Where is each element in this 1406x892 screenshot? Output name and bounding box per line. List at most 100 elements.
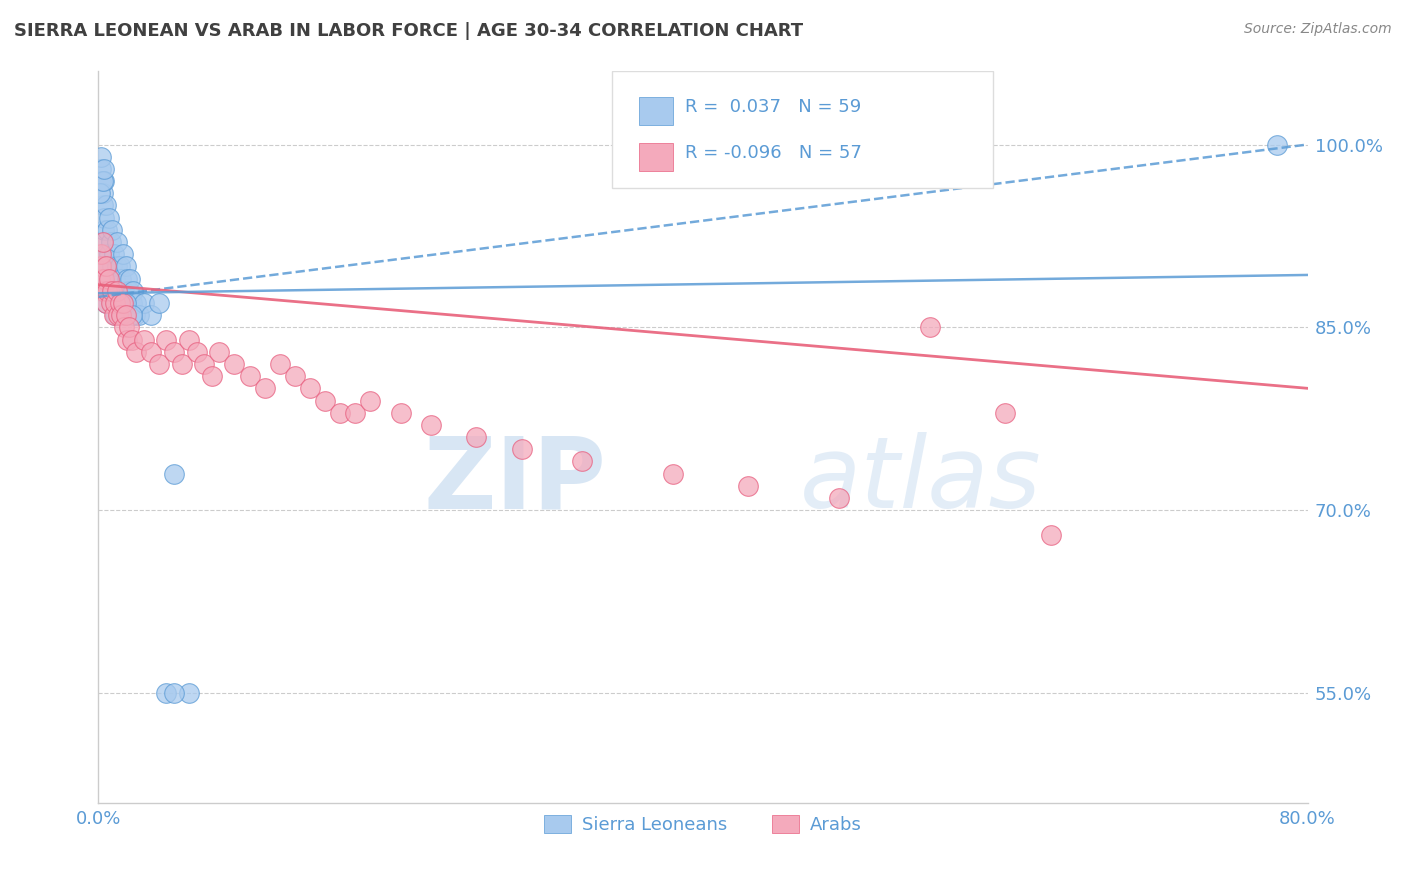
Point — [208, 344, 231, 359]
Text: atlas: atlas — [800, 433, 1042, 530]
Point — [89, 271, 111, 285]
Point — [91, 235, 114, 249]
Point — [90, 284, 112, 298]
Point — [112, 320, 135, 334]
Point — [115, 271, 138, 285]
Point — [96, 260, 118, 274]
Point — [94, 247, 117, 261]
Point — [163, 686, 186, 700]
Point — [1039, 527, 1062, 541]
Point — [90, 247, 112, 261]
Point — [1267, 137, 1289, 152]
Point — [124, 308, 146, 322]
Point — [114, 260, 136, 274]
Point — [104, 308, 127, 322]
Point — [100, 296, 122, 310]
Point — [107, 308, 129, 322]
Point — [96, 223, 118, 237]
Point — [94, 296, 117, 310]
FancyBboxPatch shape — [638, 97, 673, 125]
Text: Source: ZipAtlas.com: Source: ZipAtlas.com — [1244, 22, 1392, 37]
Point — [103, 308, 125, 322]
Point — [314, 393, 336, 408]
Text: SIERRA LEONEAN VS ARAB IN LABOR FORCE | AGE 30-34 CORRELATION CHART: SIERRA LEONEAN VS ARAB IN LABOR FORCE | … — [14, 22, 803, 40]
Point — [103, 247, 125, 261]
Point — [163, 467, 186, 481]
Point — [661, 467, 683, 481]
Point — [93, 271, 115, 285]
Point — [141, 308, 163, 322]
Point — [110, 308, 132, 322]
Point — [101, 284, 124, 298]
Point — [107, 296, 129, 310]
Point — [98, 211, 121, 225]
Point — [420, 417, 443, 432]
Point — [239, 369, 262, 384]
Point — [114, 296, 136, 310]
Point — [179, 686, 201, 700]
FancyBboxPatch shape — [613, 71, 993, 188]
Text: ZIP: ZIP — [423, 433, 606, 530]
Point — [96, 284, 118, 298]
Point — [104, 296, 127, 310]
Point — [111, 247, 134, 261]
Point — [111, 296, 134, 310]
Point — [224, 357, 246, 371]
Point — [571, 454, 593, 468]
Point — [125, 296, 148, 310]
Point — [163, 344, 186, 359]
Point — [89, 186, 111, 201]
Point — [91, 284, 114, 298]
Point — [122, 284, 145, 298]
Point — [828, 491, 851, 505]
Point — [360, 393, 382, 408]
Point — [329, 406, 352, 420]
Point — [89, 235, 111, 249]
Point — [118, 320, 141, 334]
Point — [510, 442, 533, 457]
Point — [148, 296, 170, 310]
Point — [132, 296, 155, 310]
Point — [121, 296, 143, 310]
Point — [94, 296, 117, 310]
Point — [118, 284, 141, 298]
Point — [389, 406, 412, 420]
FancyBboxPatch shape — [638, 143, 673, 171]
Point — [101, 223, 124, 237]
Point — [90, 174, 112, 188]
Point — [284, 369, 307, 384]
Point — [120, 271, 142, 285]
Point — [101, 260, 124, 274]
Point — [179, 333, 201, 347]
Point — [141, 344, 163, 359]
Point — [125, 344, 148, 359]
Point — [91, 186, 114, 201]
Point — [91, 271, 114, 285]
Point — [93, 223, 115, 237]
Point — [105, 284, 128, 298]
Point — [91, 174, 114, 188]
Point — [100, 235, 122, 249]
Point — [253, 381, 276, 395]
Point — [121, 333, 143, 347]
Point — [93, 211, 115, 225]
Point — [101, 296, 124, 310]
Point — [93, 161, 115, 176]
Point — [91, 198, 114, 212]
Point — [105, 260, 128, 274]
Point — [90, 260, 112, 274]
Point — [94, 260, 117, 274]
Point — [193, 357, 215, 371]
Point — [465, 430, 488, 444]
Point — [103, 284, 125, 298]
Point — [128, 308, 150, 322]
Text: R = -0.096   N = 57: R = -0.096 N = 57 — [685, 145, 862, 162]
Point — [107, 284, 129, 298]
Point — [994, 406, 1017, 420]
Point — [186, 344, 208, 359]
Point — [148, 357, 170, 371]
Point — [269, 357, 291, 371]
Point — [108, 260, 131, 274]
Point — [90, 150, 112, 164]
Point — [737, 479, 759, 493]
